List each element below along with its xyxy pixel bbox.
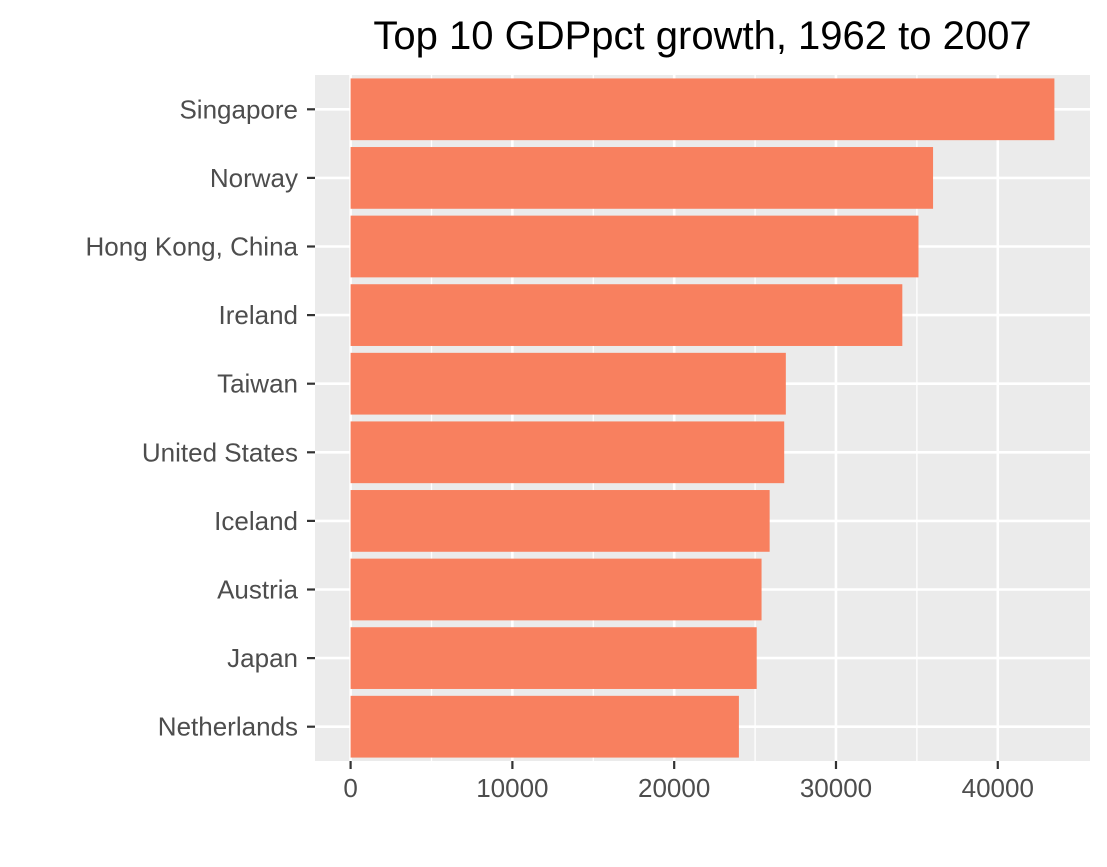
y-tick-label: Singapore [179, 94, 298, 124]
y-axis: Singapore Norway Hong Kong, China Ireland Ta… [86, 94, 315, 742]
y-tick-label: Taiwan [217, 369, 298, 399]
bar-hong-kong-china [350, 215, 919, 278]
bar-iceland [350, 490, 770, 552]
y-tick-label: Japan [227, 643, 298, 673]
y-tick-label: Hong Kong, China [86, 232, 299, 262]
x-tick-label: 0 [343, 773, 357, 803]
bar-singapore [350, 78, 1055, 141]
chart-title: Top 10 GDPpct growth, 1962 to 2007 [373, 14, 1032, 58]
y-tick-label: Ireland [219, 300, 299, 330]
y-tick-label: United States [142, 437, 298, 467]
y-tick-label: Netherlands [158, 712, 298, 742]
y-tick-label: Norway [210, 163, 298, 193]
x-tick-label: 40000 [962, 773, 1034, 803]
y-tick-label: Austria [217, 575, 298, 605]
bar-netherlands [350, 695, 739, 758]
bar-norway [350, 147, 934, 209]
bar-austria [350, 558, 762, 621]
bar-ireland [350, 284, 903, 346]
x-tick-label: 20000 [638, 773, 710, 803]
bar-japan [350, 627, 757, 689]
x-axis: 0 10000 20000 30000 40000 [343, 761, 1034, 803]
bar-taiwan [350, 352, 786, 415]
y-tick-label: Iceland [214, 506, 298, 536]
bars-group [350, 78, 1055, 758]
x-tick-label: 30000 [800, 773, 872, 803]
bar-united-states [350, 421, 785, 484]
x-tick-label: 10000 [476, 773, 548, 803]
